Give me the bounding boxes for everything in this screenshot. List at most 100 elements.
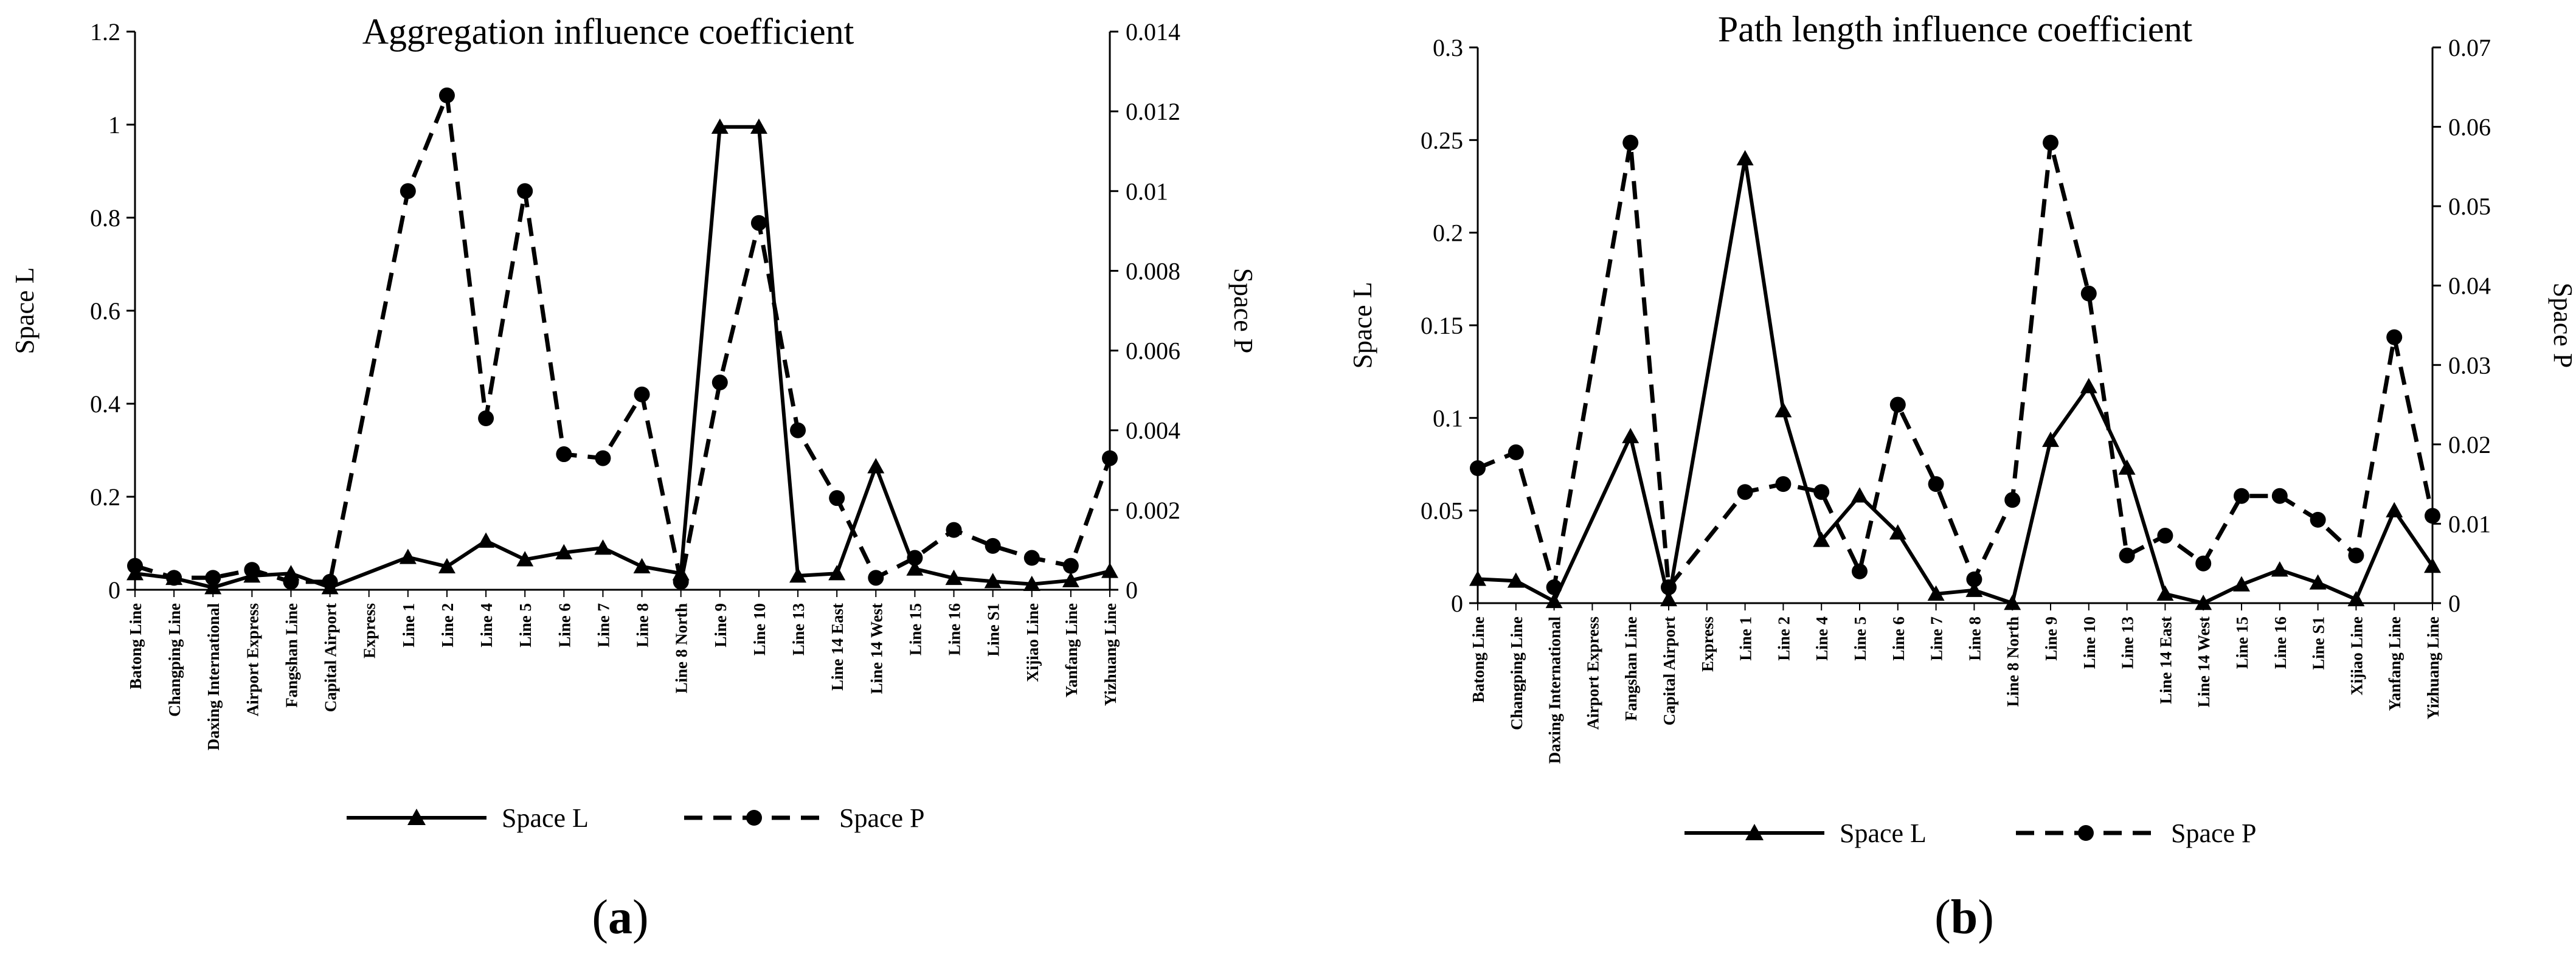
data-point-circle: [868, 570, 884, 586]
chart-title: Aggregation influence coefficient: [362, 12, 854, 52]
y-tick-label: 0.6: [90, 297, 120, 325]
x-category-label: Line 15: [2233, 617, 2251, 669]
data-point-circle: [2004, 492, 2021, 508]
legend-label: Space P: [2171, 818, 2257, 848]
data-point-triangle: [1469, 570, 1486, 586]
x-category-label: Airport Express: [243, 603, 261, 716]
data-point-triangle: [1660, 590, 1677, 607]
data-point-circle: [322, 573, 338, 590]
x-category-label: Yizhuang Line: [1101, 603, 1120, 706]
data-point-triangle: [1965, 581, 1983, 597]
y2-tick-label: 0.03: [2448, 351, 2491, 379]
data-point-triangle: [204, 579, 222, 595]
data-point-circle: [1813, 484, 1830, 500]
y2-tick-label: 0.06: [2448, 114, 2491, 141]
series-line-triangle: [1477, 156, 2434, 605]
data-point-circle: [478, 410, 494, 427]
x-category-label: Line 7: [1928, 617, 1946, 661]
panel-label-letter: b: [1951, 891, 1978, 944]
data-point-triangle: [750, 118, 767, 134]
x-category-label: Line 4: [1813, 617, 1831, 661]
data-point-triangle: [1774, 402, 1792, 418]
data-point-circle: [1661, 579, 1677, 595]
y2-tick-label: 0.05: [2448, 193, 2491, 220]
y2-tick-label: 0.004: [1126, 417, 1180, 444]
x-category-label: Line 1: [1737, 617, 1755, 661]
y-tick-label: 1.2: [90, 18, 120, 46]
y2-tick-label: 0.008: [1126, 257, 1180, 285]
y2-tick-label: 0.01: [1126, 178, 1168, 205]
data-point-triangle: [2347, 590, 2365, 607]
x-category-label: Line 6: [555, 603, 573, 648]
series-line-circle: [134, 93, 1112, 584]
x-category-label: Line 5: [1851, 617, 1869, 661]
data-point-circle: [1775, 476, 1792, 492]
data-point-circle: [1928, 476, 1944, 492]
x-category-label: Capital Airport: [322, 603, 340, 712]
data-point-triangle: [1736, 150, 1754, 165]
data-point-triangle: [1927, 585, 1945, 601]
data-point-triangle: [945, 569, 963, 586]
x-category-label: Line 14 East: [828, 603, 847, 691]
y2-axis-title: Space P: [2548, 283, 2576, 368]
y-axis-title: Space L: [1348, 282, 1377, 369]
y-tick-label: 0.3: [1433, 34, 1463, 61]
chart-title: Path length influence coefficient: [1718, 9, 2193, 49]
data-point-triangle: [2309, 574, 2327, 590]
data-point-circle: [166, 570, 182, 586]
data-point-triangle: [2424, 558, 2441, 573]
data-point-triangle: [1062, 572, 1079, 587]
data-point-circle: [283, 573, 299, 590]
x-category-label: Xijiao Line: [2347, 617, 2366, 696]
data-point-triangle: [2386, 502, 2403, 517]
data-point-circle: [946, 522, 962, 538]
legend: Space L Space P: [1684, 818, 2257, 848]
x-category-label: Changping Line: [1508, 617, 1526, 730]
legend: Space L Space P: [347, 803, 925, 833]
x-category-label: Line 16: [946, 603, 964, 655]
data-point-triangle: [1851, 487, 1868, 503]
x-category-label: Capital Airport: [1660, 617, 1678, 725]
y2-tick-label: 0: [2448, 590, 2460, 617]
data-point-circle: [2119, 547, 2135, 564]
x-category-label: Line 9: [712, 603, 730, 648]
data-point-triangle: [1101, 562, 1118, 578]
y2-tick-label: 0.04: [2448, 272, 2491, 300]
y2-tick-label: 0.01: [2448, 510, 2491, 537]
data-point-circle: [205, 570, 221, 586]
y2-tick-label: 0.014: [1126, 18, 1180, 46]
panel-label: (b): [1934, 891, 1994, 944]
x-category-label: Line 2: [1774, 617, 1793, 661]
x-category-label: Line 4: [477, 603, 496, 648]
x-category-label: Line 14 West: [2195, 617, 2213, 708]
data-point-circle: [1889, 396, 1906, 413]
data-point-circle: [438, 87, 455, 103]
x-category-label: Line 8: [634, 603, 652, 648]
data-point-triangle: [438, 558, 455, 573]
data-point-triangle: [2271, 561, 2288, 577]
legend-label: Space P: [839, 803, 925, 833]
data-point-circle: [1508, 444, 1524, 460]
data-point-triangle: [555, 544, 573, 559]
chart-panel-a: 0 0.2 0.4 0.6 0.8 1 1.2 0 0.002 0.004 0.006 0.008 0.…: [10, 12, 1258, 944]
panel-label: (a): [592, 891, 648, 944]
data-point-triangle: [711, 118, 729, 134]
data-point-triangle: [2080, 378, 2097, 393]
legend-label: Space L: [502, 803, 589, 833]
y2-tick-label: 0.012: [1126, 98, 1180, 125]
data-point-triangle: [594, 539, 612, 555]
panel-label-letter: a: [608, 891, 632, 944]
data-point-triangle: [789, 567, 807, 583]
y2-tick-label: 0.02: [2448, 431, 2491, 458]
x-category-label: Batong Line: [126, 603, 145, 689]
data-point-circle: [2348, 547, 2364, 564]
x-category-label: Daxing International: [1546, 617, 1564, 764]
y2-tick-label: 0.006: [1126, 337, 1180, 365]
data-point-triangle: [1622, 427, 1639, 443]
data-point-circle: [985, 537, 1001, 554]
data-point-circle: [1966, 571, 1982, 587]
data-point-circle: [634, 386, 650, 402]
y-tick-label: 0.15: [1421, 312, 1463, 339]
data-point-circle: [750, 215, 767, 231]
legend-marker-circle: [2078, 825, 2094, 841]
